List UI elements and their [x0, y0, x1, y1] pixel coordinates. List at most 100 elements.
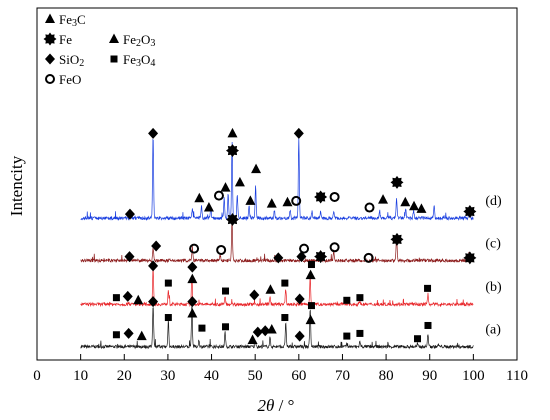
legend-symbol-triangle	[109, 33, 119, 43]
phase-marker-diamond	[294, 330, 305, 342]
phase-marker-circle	[299, 243, 310, 254]
x-tick-label: 20	[117, 368, 132, 384]
phase-marker-fe-star	[390, 175, 404, 189]
phase-marker-fe-star	[463, 251, 477, 265]
phase-marker-triangle	[220, 182, 231, 192]
phase-marker-square	[356, 294, 364, 302]
x-tick-label: 50	[248, 368, 263, 384]
phase-marker-circle	[291, 195, 302, 206]
phase-marker-circle	[364, 202, 375, 213]
plot-frame	[36, 7, 518, 361]
x-axis: 0 10 20 30 40 50 60 70 80 90 100 110	[33, 354, 528, 384]
legend-symbol-fe-star	[43, 32, 57, 46]
legend-symbol-square	[110, 55, 118, 63]
phase-marker-fe-star	[390, 232, 404, 246]
series-line-1	[80, 269, 474, 308]
series-line-0	[80, 303, 474, 350]
phase-markers	[112, 127, 477, 345]
phase-marker-diamond	[273, 252, 284, 264]
legend-symbol-diamond	[45, 53, 55, 65]
legend-label: SiO2​	[59, 52, 84, 69]
phase-marker-circle	[329, 191, 340, 202]
phase-marker-triangle	[194, 192, 205, 203]
phase-marker-square	[281, 314, 289, 322]
phase-marker-circle	[213, 190, 224, 201]
x-axis-title: 2θ / °	[258, 396, 295, 415]
phase-marker-diamond	[151, 240, 162, 252]
phase-marker-triangle	[187, 273, 198, 284]
phase-marker-triangle	[251, 163, 262, 174]
phase-marker-fe-star	[225, 144, 239, 158]
phase-marker-square	[281, 279, 289, 287]
phase-marker-triangle	[245, 195, 256, 205]
phase-marker-diamond	[249, 289, 260, 301]
phase-marker-diamond	[294, 293, 305, 305]
phase-marker-circle	[329, 242, 340, 253]
phase-marker-circle	[216, 244, 227, 255]
phase-marker-square	[307, 302, 315, 310]
x-tick-label: 110	[506, 368, 528, 384]
phase-marker-diamond	[148, 296, 159, 308]
x-axis-title-unit: / °	[274, 396, 294, 415]
phase-marker-diamond	[260, 325, 271, 337]
phase-marker-square	[112, 294, 120, 302]
series-label: (c)	[485, 236, 501, 251]
phase-marker-triangle	[136, 330, 147, 341]
x-tick-label: 10	[73, 368, 88, 384]
phase-marker-diamond	[148, 127, 159, 139]
phase-marker-diamond	[124, 208, 135, 220]
phase-marker-triangle	[227, 127, 238, 138]
phase-marker-diamond	[122, 290, 133, 302]
phase-marker-square	[222, 287, 230, 295]
legend-symbol-triangle	[45, 13, 55, 23]
phase-marker-square	[424, 284, 432, 292]
phase-marker-square	[198, 324, 206, 332]
phase-marker-triangle	[247, 334, 258, 345]
legend-label: Fe2​O3​	[123, 32, 155, 49]
phase-marker-diamond	[123, 327, 134, 339]
phase-marker-fe-star	[225, 212, 239, 226]
phase-marker-square	[222, 323, 230, 331]
phase-marker-square	[112, 331, 120, 339]
phase-marker-triangle	[234, 176, 245, 187]
phase-marker-triangle	[416, 203, 427, 213]
phase-marker-triangle	[133, 294, 144, 305]
legend-symbol-circle	[45, 74, 55, 84]
phase-marker-fe-star	[314, 190, 328, 204]
phase-marker-diamond	[187, 261, 198, 273]
phase-marker-triangle	[378, 194, 389, 204]
x-tick-label: 0	[33, 368, 41, 384]
x-tick-label: 60	[291, 368, 306, 384]
series-label: (b)	[485, 280, 502, 295]
phase-marker-diamond	[187, 296, 198, 308]
x-axis-title-symbol: 2θ	[258, 396, 275, 415]
series-line-3	[80, 137, 474, 222]
phase-marker-square	[307, 261, 315, 269]
phase-marker-triangle	[187, 308, 198, 318]
phase-marker-square	[414, 335, 422, 343]
phase-marker-fe-star	[314, 250, 328, 264]
legend: Fe3​C Fe Fe2​O3​ SiO2​ Fe3​O4​ FeO	[43, 12, 155, 87]
series-group: (a) (b) (c) (d)	[80, 137, 502, 350]
phase-marker-square	[424, 321, 432, 329]
phase-marker-triangle	[203, 202, 214, 212]
phase-marker-fe-star	[463, 205, 477, 219]
legend-label: Fe	[59, 32, 72, 47]
series-label: (a)	[485, 322, 501, 337]
x-tick-label: 80	[379, 368, 394, 384]
phase-marker-square	[356, 329, 364, 337]
phase-marker-diamond	[124, 251, 135, 263]
phase-marker-triangle	[305, 314, 316, 325]
phase-marker-square	[343, 296, 351, 304]
phase-marker-diamond	[148, 260, 159, 272]
x-tick-label: 40	[204, 368, 219, 384]
phase-marker-triangle	[265, 284, 276, 294]
x-tick-label: 90	[422, 368, 437, 384]
phase-marker-triangle	[266, 198, 277, 208]
series-label: (d)	[485, 194, 502, 209]
y-axis-title: Intencity	[7, 155, 26, 216]
phase-marker-circle	[189, 243, 200, 254]
phase-marker-triangle	[282, 196, 293, 207]
phase-marker-square	[164, 314, 172, 322]
phase-marker-triangle	[305, 269, 316, 280]
